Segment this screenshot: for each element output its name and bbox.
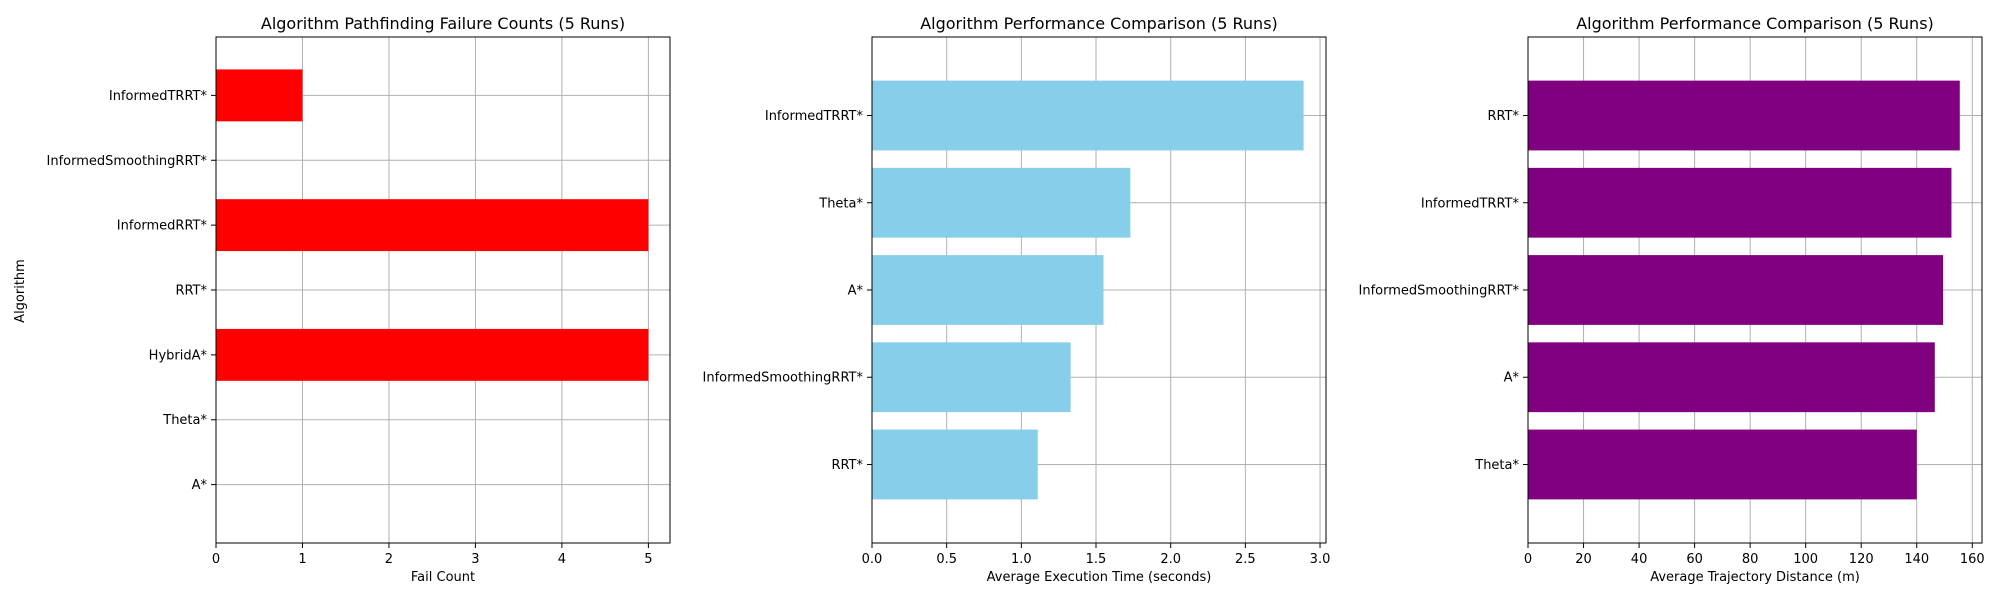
x-tick-label: 0.0 [862, 552, 883, 567]
plot-frame [1527, 36, 1983, 544]
x-tick-label: 20 [1575, 552, 1592, 567]
bar-a- [872, 255, 1104, 325]
bar-informedsmoothingrrt- [872, 342, 1071, 413]
x-tick-label: 2.5 [1235, 552, 1256, 567]
chart-panel-failure-counts: Algorithm Pathfinding Failure Counts (5 … [13, 14, 671, 585]
bar-theta- [1528, 429, 1917, 500]
y-tick-label: InformedSmoothingRRT* [1359, 284, 1520, 299]
bar-rrt- [872, 429, 1038, 500]
bar-theta- [872, 167, 1131, 238]
x-axis-label: Average Execution Time (seconds) [987, 570, 1212, 585]
chart-panel-execution-time: Algorithm Performance Comparison (5 Runs… [703, 14, 1331, 585]
axes: 0 20 40 60 80 100 120 140 160 Theta* A* InformedSmo… [1359, 36, 1985, 567]
x-tick-label: 0.5 [936, 552, 957, 567]
x-tick-label: 1.0 [1011, 552, 1032, 567]
y-tick-label: A* [192, 478, 208, 493]
bar-a- [1528, 342, 1935, 413]
x-tick-label: 3.0 [1310, 552, 1331, 567]
y-tick-label: A* [1504, 371, 1520, 386]
axes: 0 1 2 3 4 5 A* Theta* HybridA* RRT* InformedRRT* In… [47, 36, 671, 567]
y-tick-label: RRT* [831, 458, 863, 473]
x-tick-label: 60 [1686, 552, 1703, 567]
chart-title: Algorithm Performance Comparison (5 Runs… [1576, 14, 1934, 33]
x-tick-label: 2.0 [1160, 552, 1181, 567]
bar-informedtrrt- [1528, 167, 1952, 238]
y-tick-label: InformedRRT* [117, 219, 208, 234]
bars [216, 69, 649, 381]
axes: 0.0 0.5 1.0 1.5 2.0 2.5 3.0 RRT* InformedSmoothi… [703, 36, 1331, 567]
y-tick-label: A* [848, 284, 864, 299]
plot-frame [871, 36, 1327, 544]
y-tick-label: InformedSmoothingRRT* [47, 154, 208, 169]
chart-title: Algorithm Pathfinding Failure Counts (5 … [261, 14, 625, 33]
x-axis-label: Average Trajectory Distance (m) [1650, 570, 1860, 585]
y-tick-label: Theta* [818, 196, 863, 211]
y-tick-label: RRT* [175, 284, 207, 299]
y-tick-label: InformedTRRT* [109, 89, 208, 104]
x-tick-label: 1.5 [1086, 552, 1107, 567]
y-tick-label: RRT* [1487, 109, 1519, 124]
x-tick-label: 140 [1904, 552, 1929, 567]
y-axis-label: Algorithm [13, 259, 28, 323]
bar-informedtrrt- [872, 80, 1304, 151]
x-tick-label: 3 [471, 552, 479, 567]
x-tick-label: 80 [1742, 552, 1759, 567]
bar-hybrida- [216, 328, 649, 381]
x-tick-label: 1 [298, 552, 306, 567]
y-tick-label: InformedSmoothingRRT* [703, 371, 864, 386]
y-tick-label: Theta* [1474, 458, 1519, 473]
y-tick-label: InformedTRRT* [1421, 196, 1520, 211]
plot-frame [215, 36, 671, 544]
x-tick-label: 160 [1960, 552, 1985, 567]
x-tick-label: 40 [1631, 552, 1648, 567]
x-axis-label: Fail Count [411, 570, 475, 585]
bars [1528, 80, 1960, 500]
y-tick-label: Theta* [162, 413, 207, 428]
bar-rrt- [1528, 80, 1960, 151]
x-tick-label: 100 [1793, 552, 1818, 567]
x-tick-label: 4 [558, 552, 566, 567]
chart-title: Algorithm Performance Comparison (5 Runs… [920, 14, 1278, 33]
x-tick-label: 0 [212, 552, 220, 567]
x-tick-label: 120 [1849, 552, 1874, 567]
bar-informedsmoothingrrt- [1528, 255, 1944, 325]
bars [872, 80, 1304, 500]
bar-informedtrrt- [216, 69, 303, 122]
y-tick-label: InformedTRRT* [765, 109, 864, 124]
bar-informedrrt- [216, 199, 649, 252]
y-tick-label: HybridA* [149, 348, 208, 363]
x-tick-label: 0 [1524, 552, 1532, 567]
chart-panel-trajectory-distance: Algorithm Performance Comparison (5 Runs… [1359, 14, 1985, 585]
x-tick-label: 5 [644, 552, 652, 567]
x-tick-label: 2 [385, 552, 393, 567]
